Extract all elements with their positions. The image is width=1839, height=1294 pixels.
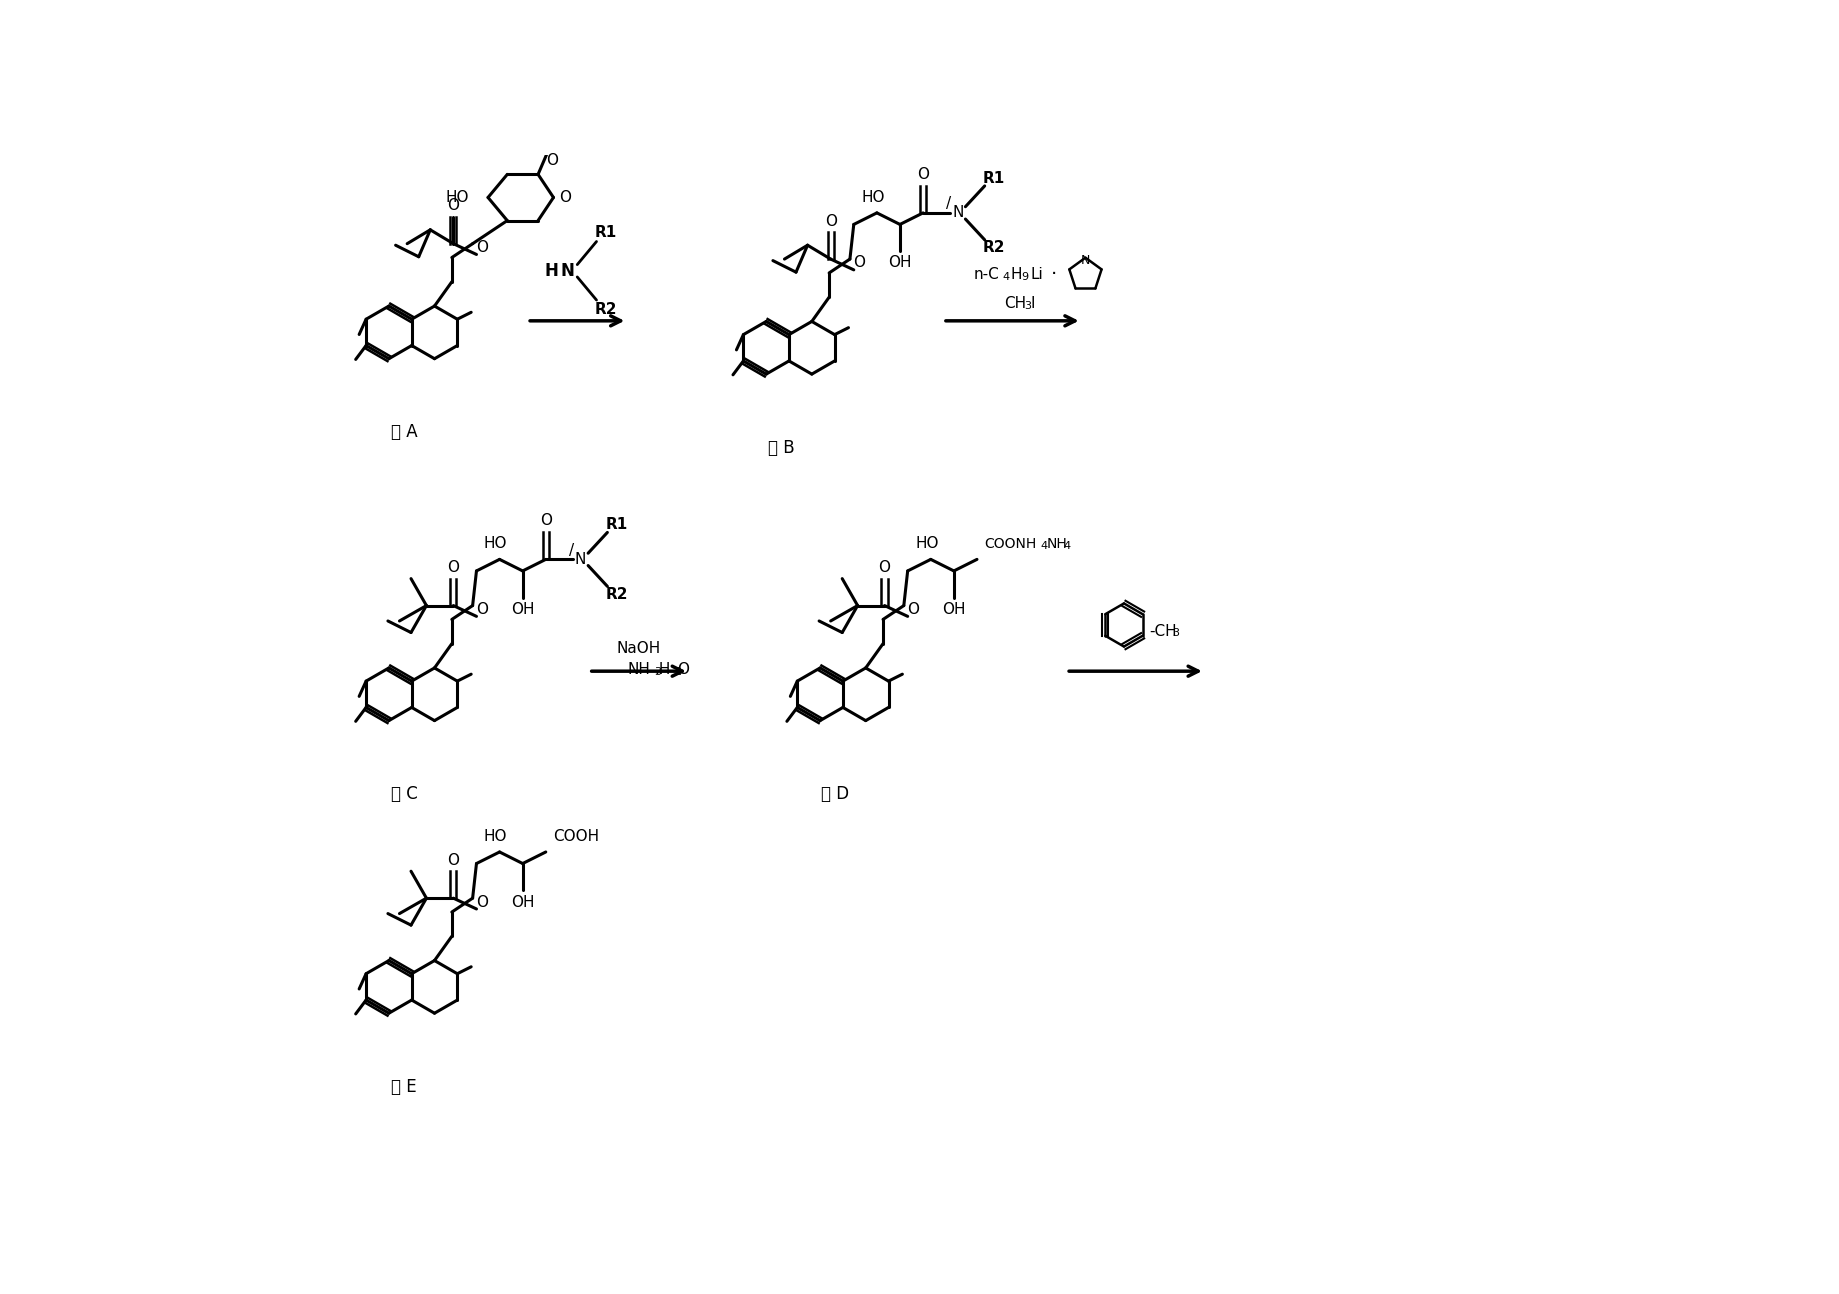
Text: O: O	[824, 214, 837, 229]
Text: CH: CH	[1004, 295, 1026, 311]
Text: O: O	[546, 153, 557, 168]
Text: OH: OH	[942, 602, 965, 617]
Text: H: H	[1010, 267, 1022, 282]
Text: 4: 4	[1063, 541, 1070, 551]
Text: N: N	[951, 206, 964, 220]
Text: OH: OH	[511, 894, 533, 910]
Text: N: N	[561, 261, 574, 280]
Text: I: I	[1030, 295, 1034, 311]
Text: /: /	[945, 197, 951, 211]
Text: OH: OH	[888, 255, 912, 270]
Text: COONH: COONH	[984, 537, 1037, 551]
Text: 4: 4	[1002, 272, 1010, 282]
Text: O: O	[476, 239, 487, 255]
Text: 3: 3	[1022, 302, 1030, 311]
Text: NH: NH	[627, 663, 649, 677]
Text: HO: HO	[861, 190, 885, 204]
Text: NaOH: NaOH	[616, 641, 660, 656]
Text: n-C: n-C	[973, 267, 999, 282]
Text: HO: HO	[445, 190, 469, 204]
Text: 式 B: 式 B	[767, 439, 794, 457]
Text: Li: Li	[1030, 267, 1043, 282]
Text: R1: R1	[605, 518, 627, 532]
Text: O: O	[677, 663, 688, 677]
Text: O: O	[559, 190, 570, 204]
Text: O: O	[447, 560, 460, 576]
Text: O: O	[476, 894, 487, 910]
Text: NH: NH	[1046, 537, 1067, 551]
Text: HO: HO	[484, 829, 508, 844]
Text: 4: 4	[1039, 541, 1046, 551]
Text: H: H	[544, 261, 559, 280]
Text: N: N	[574, 551, 587, 567]
Text: ·: ·	[1050, 265, 1056, 285]
Text: 式 E: 式 E	[392, 1078, 417, 1096]
Text: 3: 3	[653, 666, 660, 677]
Text: R2: R2	[605, 586, 627, 602]
Text: HO: HO	[914, 537, 938, 551]
Text: COOH: COOH	[554, 829, 600, 844]
Text: O: O	[877, 560, 890, 576]
Text: OH: OH	[511, 602, 533, 617]
Text: 3: 3	[1171, 629, 1179, 638]
Text: 9: 9	[1021, 272, 1028, 282]
Text: O: O	[476, 602, 487, 617]
Text: O: O	[447, 853, 460, 868]
Text: -CH: -CH	[1149, 624, 1177, 639]
Text: .H: .H	[655, 663, 671, 677]
Text: 式 C: 式 C	[390, 785, 417, 804]
Text: R1: R1	[982, 171, 1004, 186]
Text: O: O	[916, 167, 929, 182]
Text: O: O	[853, 255, 864, 270]
Text: O: O	[907, 602, 918, 617]
Text: O: O	[539, 514, 552, 528]
Text: 2: 2	[675, 666, 680, 677]
Text: /: /	[568, 542, 574, 558]
Text: N: N	[1079, 254, 1089, 268]
Text: R2: R2	[594, 302, 616, 317]
Text: 式 A: 式 A	[390, 423, 417, 441]
Text: O: O	[447, 198, 460, 214]
Text: 式 D: 式 D	[820, 785, 850, 804]
Text: HO: HO	[484, 537, 508, 551]
Text: R1: R1	[594, 225, 616, 239]
Text: R2: R2	[982, 239, 1004, 255]
